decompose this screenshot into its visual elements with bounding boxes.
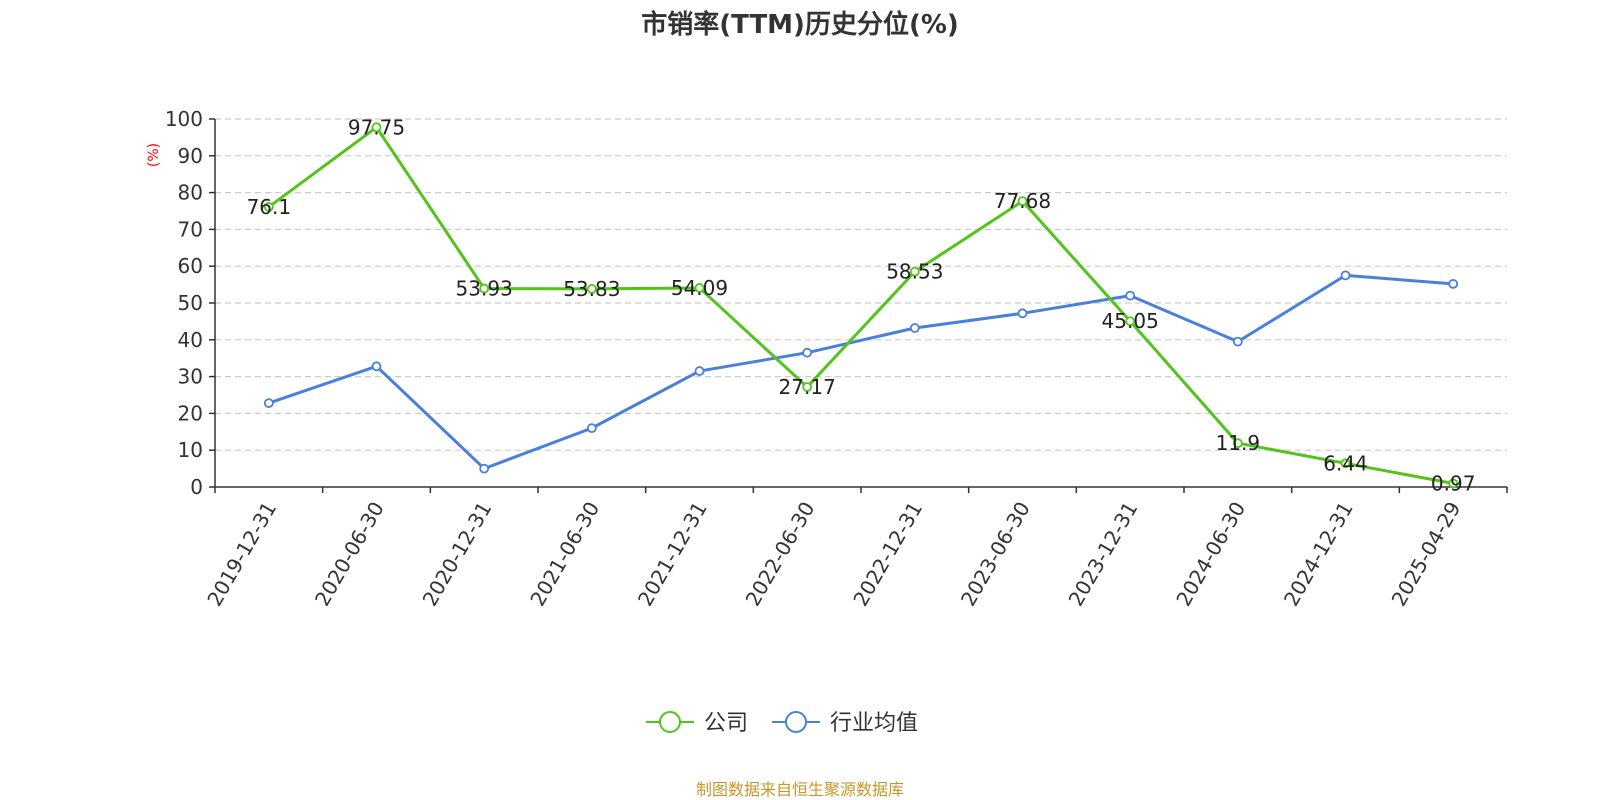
legend-circle-icon	[785, 711, 807, 733]
data-point[interactable]	[1448, 278, 1459, 289]
data-label: 11.9	[1216, 431, 1261, 455]
legend-label: 行业均值	[830, 711, 918, 736]
data-point[interactable]	[263, 398, 274, 408]
data-label: 97.75	[348, 115, 405, 139]
legend-item[interactable]: 行业均值	[772, 711, 918, 736]
y-tick-label: 60	[178, 254, 203, 278]
y-axis-label: (%)	[146, 143, 162, 167]
data-point[interactable]	[802, 382, 813, 392]
x-tick-label: 2021-06-30	[525, 498, 604, 611]
axis-layer: 0 10 20 30 40 50 60 70 80 90 100 2019-12-31 2020-06-…	[165, 107, 1508, 611]
y-tick-label: 100	[165, 107, 203, 131]
x-tick-label: 2022-06-30	[741, 498, 820, 611]
x-tick-label: 2019-12-31	[202, 498, 281, 611]
y-tick-label: 30	[178, 365, 203, 389]
data-label: 53.83	[563, 277, 620, 301]
data-point[interactable]	[694, 366, 705, 376]
data-point[interactable]	[909, 323, 920, 333]
series-layer	[263, 122, 1459, 489]
legend-item[interactable]: 公司	[646, 711, 748, 736]
legend[interactable]: 公司 行业均值	[646, 711, 918, 736]
data-label: 6.44	[1323, 451, 1368, 475]
x-tick-label: 2021-12-31	[633, 498, 712, 611]
data-point[interactable]	[371, 361, 382, 372]
data-point[interactable]	[263, 202, 274, 212]
data-point[interactable]	[694, 283, 705, 293]
data-point[interactable]	[1340, 458, 1351, 469]
data-point[interactable]	[586, 284, 597, 294]
data-label: 58.53	[886, 260, 943, 284]
data-point[interactable]	[1232, 336, 1243, 347]
data-point[interactable]	[1125, 316, 1136, 327]
data-label: 27.17	[779, 375, 836, 399]
data-point[interactable]	[909, 266, 920, 277]
x-tick-label: 2023-12-31	[1064, 498, 1143, 611]
chart-title: 市销率(TTM)历史分位(%)	[641, 9, 959, 40]
data-label: 0.97	[1431, 471, 1476, 495]
y-tick-label: 20	[178, 401, 203, 425]
data-point[interactable]	[479, 283, 490, 294]
data-label: 53.93	[456, 277, 513, 301]
data-label: 54.09	[671, 276, 728, 300]
data-point[interactable]	[586, 423, 597, 434]
data-label: 76.1	[247, 195, 292, 219]
data-point[interactable]	[1448, 478, 1459, 489]
y-tick-label: 90	[178, 144, 203, 168]
y-tick-label: 0	[190, 475, 203, 499]
y-tick-label: 10	[178, 438, 203, 462]
series-line	[268, 273, 1454, 471]
y-tick-label: 70	[178, 217, 203, 241]
source-note: 制图数据来自恒生聚源数据库	[696, 780, 904, 799]
data-point[interactable]	[371, 122, 382, 133]
data-label: 77.68	[994, 189, 1051, 213]
x-tick-label: 2024-12-31	[1279, 498, 1358, 611]
data-point[interactable]	[479, 463, 490, 474]
data-label: 45.05	[1102, 309, 1159, 333]
data-point[interactable]	[1340, 270, 1351, 281]
data-label-layer: 76.1 97.75 53.93 53.83 54.09 27.17 58.53 77.68 4…	[247, 115, 1476, 495]
x-tick-label: 2020-06-30	[310, 498, 389, 611]
data-point[interactable]	[1232, 438, 1243, 449]
x-tick-label: 2020-12-31	[418, 497, 497, 610]
x-tick-label: 2025-04-29	[1387, 498, 1466, 611]
x-tick-label: 2023-06-30	[956, 498, 1035, 611]
legend-label: 公司	[704, 711, 748, 736]
legend-circle-icon	[659, 711, 681, 733]
x-tick-label: 2024-06-30	[1171, 498, 1250, 611]
y-tick-label: 80	[178, 181, 203, 205]
data-point[interactable]	[1017, 196, 1028, 207]
grid-layer	[215, 118, 1507, 451]
data-point[interactable]	[802, 347, 813, 358]
series-line	[267, 125, 1454, 485]
y-tick-label: 40	[178, 328, 203, 352]
x-tick-label: 2022-12-31	[848, 497, 927, 610]
data-point[interactable]	[1125, 290, 1136, 301]
data-point[interactable]	[1017, 308, 1028, 319]
y-tick-label: 50	[178, 291, 203, 315]
